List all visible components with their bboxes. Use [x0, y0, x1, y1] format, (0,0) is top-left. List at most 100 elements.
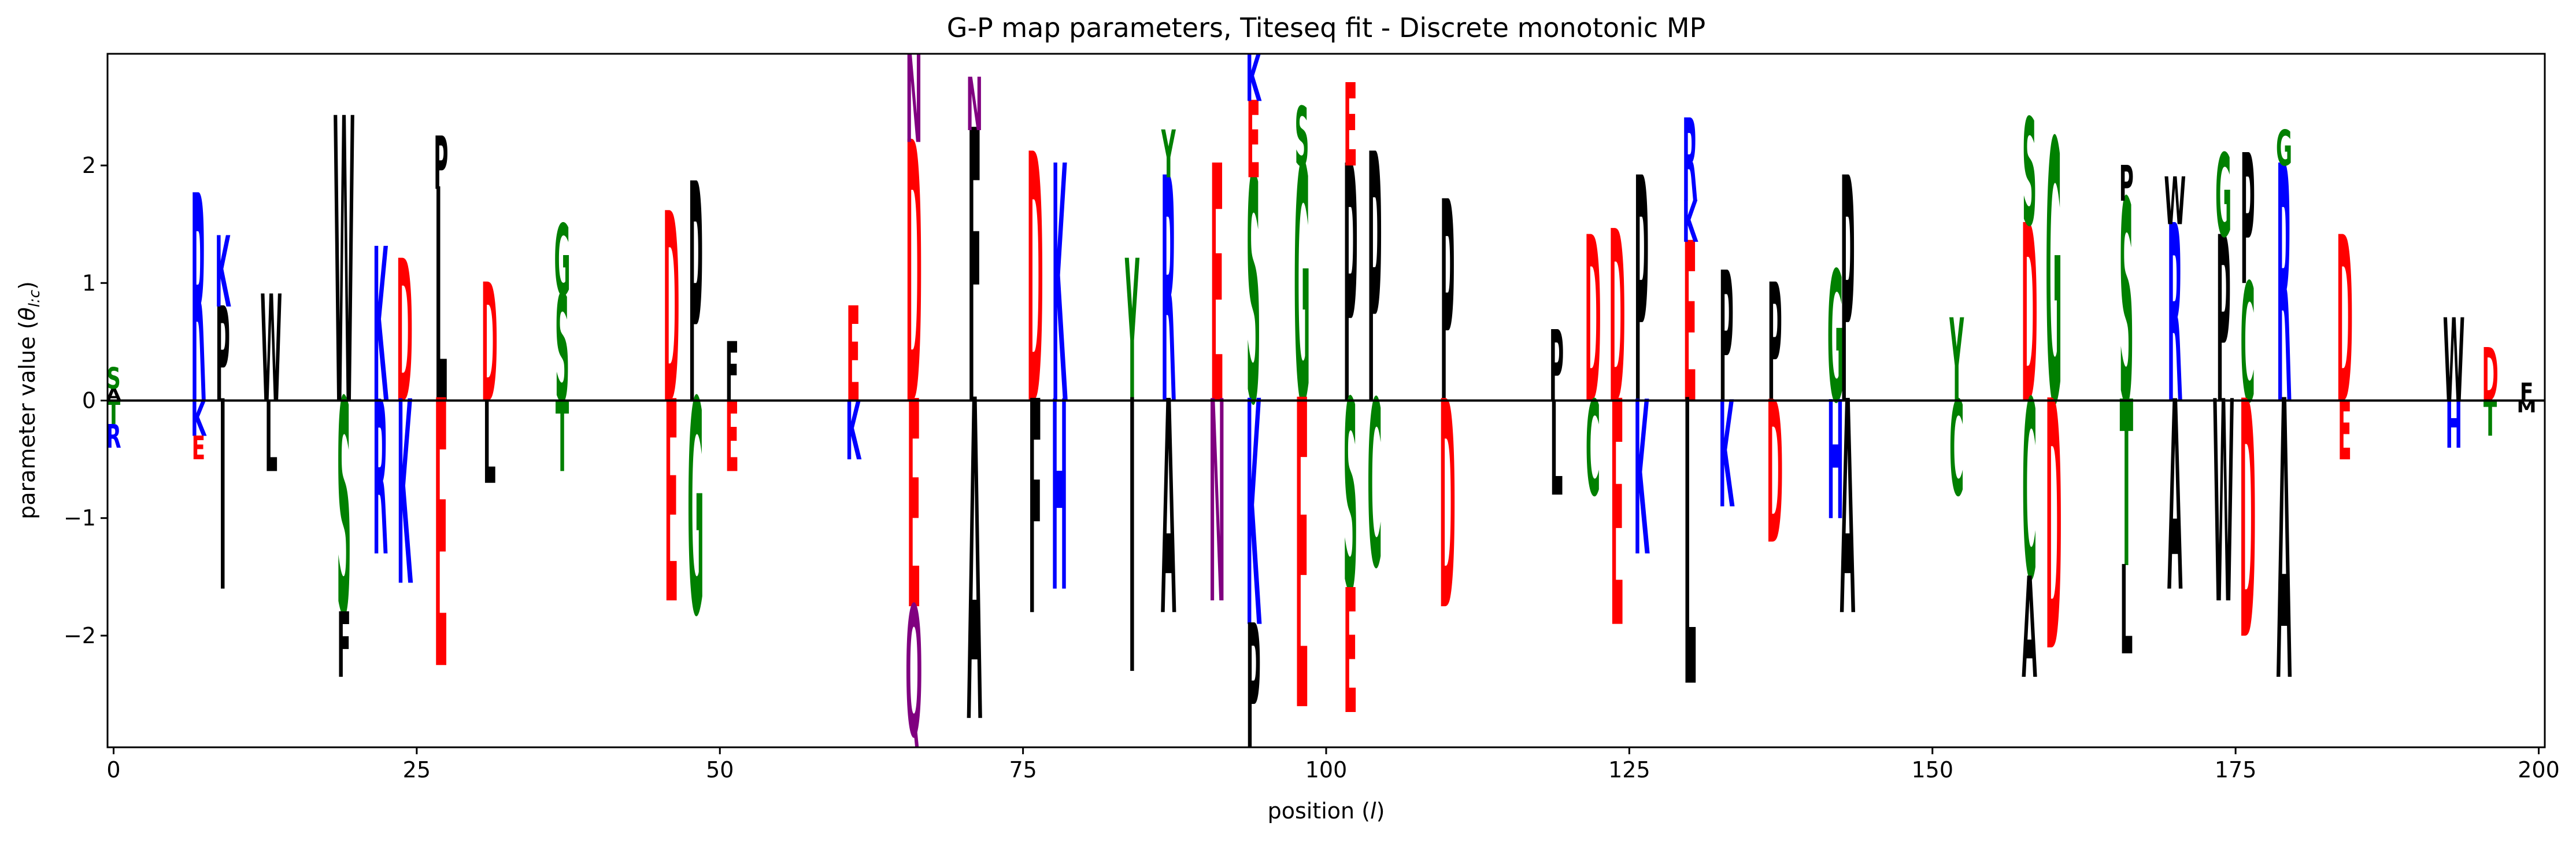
logo-letter: R	[373, 357, 388, 604]
logo-letter-glyph: S	[106, 362, 121, 396]
logo-letter-glyph: P	[1719, 235, 1734, 444]
logo-letter: H	[1051, 346, 1068, 651]
logo-letter: Y	[1161, 117, 1176, 193]
logo-letter: L	[2120, 540, 2133, 683]
logo-letter: E	[1343, 60, 1357, 193]
logo-letter-glyph: K	[1246, 40, 1262, 116]
logo-letter-glyph: N	[906, 28, 923, 171]
logo-letter-glyph: S	[337, 340, 351, 681]
logo-letter-glyph: Y	[1125, 219, 1140, 447]
logo-letter-glyph: W	[2164, 164, 2186, 239]
logo-letter: P	[2216, 190, 2231, 455]
logo-letter-glyph: C	[2022, 349, 2037, 635]
logo-letter: R	[2167, 173, 2182, 458]
logo-letter: G	[1294, 98, 1310, 478]
logo-letter: S	[337, 340, 351, 681]
logo-letter-glyph: G	[1827, 235, 1844, 444]
logo-letter-glyph: F	[337, 593, 350, 698]
logo-letter-glyph: R	[1161, 112, 1176, 474]
x-tick-label: 150	[1911, 757, 1953, 783]
logo-letter-glyph: E	[907, 341, 920, 674]
x-axis-label-var: l	[1370, 798, 1376, 824]
logo-letter-glyph: T	[2120, 354, 2134, 619]
logo-letter-glyph: L	[435, 128, 447, 470]
logo-letter-glyph: G	[2215, 130, 2231, 263]
logo-letter-glyph: D	[2337, 190, 2353, 455]
logo-letter-glyph: P	[1840, 112, 1855, 474]
logo-letter: D	[1439, 341, 1456, 674]
logo-letter: D	[397, 219, 413, 447]
logo-letter: E	[1295, 312, 1308, 807]
logo-letter-glyph: P	[1634, 112, 1649, 474]
logo-letter-glyph: P	[216, 280, 230, 432]
logo-letter-glyph: N	[1209, 344, 1226, 667]
logo-letter-glyph: R	[191, 135, 206, 469]
y-tick-label: −1	[64, 506, 96, 531]
logo-letter-glyph: S	[2119, 143, 2134, 467]
logo-letter: E	[665, 344, 678, 667]
logo-letter: R	[2277, 98, 2292, 478]
logo-letter-glyph: E	[726, 381, 739, 495]
logo-letter: G	[2045, 67, 2061, 485]
logo-letter: F	[726, 326, 739, 420]
logo-letter-glyph: L	[483, 377, 496, 510]
logo-letter-glyph: D	[1585, 190, 1601, 455]
logo-letter-glyph: P	[1367, 83, 1382, 482]
logo-letter: E	[192, 430, 205, 467]
logo-letter: P	[1634, 112, 1649, 474]
logo-letter: K	[1246, 335, 1262, 697]
logo-letter: G	[2215, 130, 2231, 263]
logo-letter-glyph: R	[106, 418, 121, 456]
logo-letter-glyph: W	[2443, 295, 2465, 428]
logo-letter-glyph: D	[1609, 181, 1625, 456]
logo-letter-glyph: G	[2045, 67, 2061, 485]
logo-letter-glyph: P	[1768, 249, 1782, 440]
logo-letter: D	[1585, 190, 1601, 455]
logo-letter-glyph: G	[687, 340, 704, 681]
y-tick-label: 2	[82, 153, 96, 178]
logo-letter: D	[2021, 173, 2037, 458]
logo-letter-glyph: D	[481, 249, 497, 440]
y-axis-ticks: −2 −1 0 1 2	[64, 153, 108, 648]
logo-letter: Y	[1949, 295, 1964, 428]
logo-letter-glyph: H	[1051, 346, 1068, 651]
logo-letter: F	[1028, 340, 1042, 681]
logo-letter: R	[191, 135, 206, 469]
logo-letter-glyph: Y	[1949, 295, 1964, 428]
x-tick-label: 200	[2518, 757, 2560, 783]
y-axis-label-suffix: )	[14, 281, 40, 290]
logo-letter-glyph: P	[434, 121, 448, 206]
logo-letter-glyph: K	[846, 385, 862, 479]
logo-letter-glyph: P	[2241, 117, 2255, 326]
logo-letter-glyph: C	[2241, 249, 2255, 440]
logo-letter-glyph: K	[1246, 335, 1262, 697]
logo-letter-glyph: H	[1827, 367, 1844, 558]
logo-letter: H	[2445, 388, 2462, 463]
logo-letter-glyph: W	[333, 38, 355, 493]
logo-letter: D	[906, 67, 922, 485]
logo-letter: F	[968, 54, 981, 489]
logo-letter-glyph: S	[2022, 88, 2037, 259]
logo-letter-glyph: D	[1767, 360, 1783, 588]
logo-letter-glyph: E	[1295, 312, 1308, 807]
x-tick-label: 0	[106, 757, 120, 783]
logo-letter-glyph: T	[556, 381, 569, 495]
logo-letter: C	[1367, 354, 1382, 619]
logo-letter: E	[1683, 196, 1697, 453]
logo-letter: P	[1719, 235, 1734, 444]
logo-letter: L	[483, 377, 496, 510]
logo-letter-glyph: P	[1440, 143, 1454, 467]
logo-letter-glyph: K	[1052, 98, 1068, 478]
y-tick-label: −2	[64, 623, 96, 648]
logo-letter-glyph: L	[265, 381, 277, 495]
logo-letter-glyph: H	[2445, 388, 2462, 463]
logo-letter-glyph: P	[1343, 98, 1357, 478]
x-tick-label: 75	[1009, 757, 1037, 783]
logo-letter: W	[2164, 164, 2186, 239]
logo-letter: Y	[1125, 219, 1140, 447]
logo-letter-glyph: S	[1343, 346, 1358, 651]
y-tick-label: 0	[82, 388, 96, 414]
logo-letter: P	[1840, 112, 1855, 474]
